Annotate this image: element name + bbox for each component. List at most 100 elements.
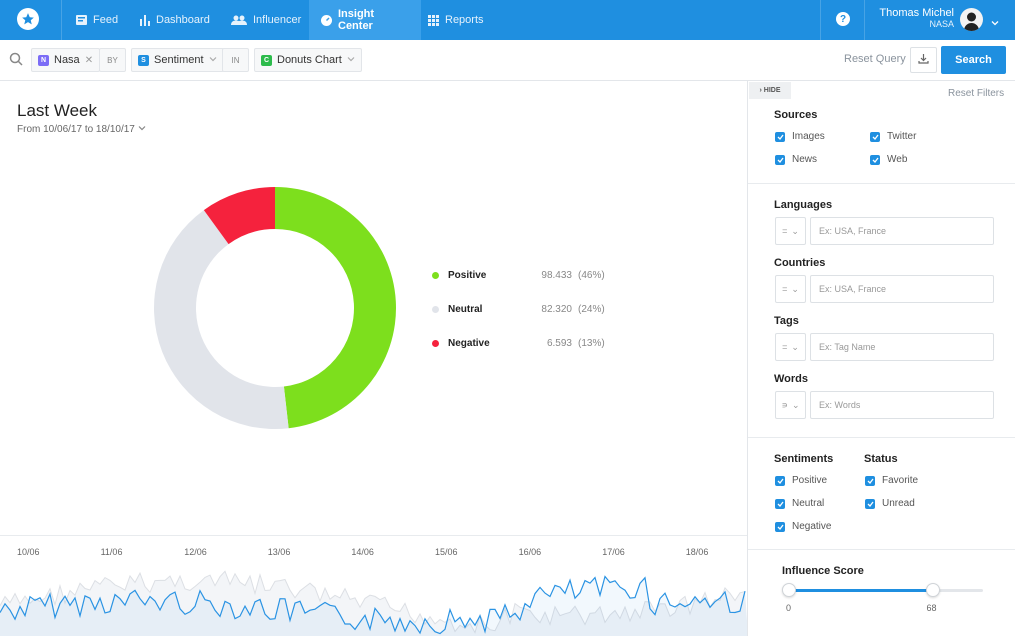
help-icon[interactable]: ? xyxy=(836,12,850,26)
by-connector: BY xyxy=(99,48,126,72)
nav-item-insight-center[interactable]: Insight Center xyxy=(309,0,421,40)
reset-filters-link[interactable]: Reset Filters xyxy=(948,88,1005,99)
checkbox-news[interactable]: News xyxy=(775,154,817,165)
bar-chart-icon xyxy=(140,14,150,26)
chevron-down-icon[interactable] xyxy=(991,14,999,32)
gauge-icon xyxy=(321,14,332,26)
nav-item-reports[interactable]: Reports xyxy=(416,0,496,40)
tags-operator-select[interactable]: = ⌄ xyxy=(775,333,806,361)
checkbox-label: Negative xyxy=(792,521,832,532)
checkbox-label: Unread xyxy=(882,498,915,509)
languages-title: Languages xyxy=(774,199,833,211)
page-title: Last Week xyxy=(17,101,98,120)
dimension-badge: S xyxy=(138,54,149,66)
legend-percent: (24%) xyxy=(578,304,605,315)
operator-value: ∍ xyxy=(781,399,788,410)
timeline-tick-label: 10/06 xyxy=(17,547,40,557)
nav-item-label: Dashboard xyxy=(156,14,210,26)
sentiments-title: Sentiments xyxy=(774,453,834,465)
languages-input[interactable]: Ex: USA, France xyxy=(810,217,994,245)
legend-dot xyxy=(432,306,439,313)
words-title: Words xyxy=(774,373,809,385)
user-name[interactable]: Thomas Michel xyxy=(879,7,954,19)
tags-input[interactable]: Ex: Tag Name xyxy=(810,333,994,361)
countries-title: Countries xyxy=(774,257,826,269)
checkbox-neutral[interactable]: Neutral xyxy=(775,498,824,509)
nav-divider xyxy=(864,0,865,40)
countries-input[interactable]: Ex: USA, France xyxy=(810,275,994,303)
checkbox-images[interactable]: Images xyxy=(775,131,825,142)
checkbox-label: News xyxy=(792,154,818,165)
influence-max-value: 68 xyxy=(926,603,937,613)
check-icon xyxy=(775,131,785,142)
subject-badge: N xyxy=(38,54,49,66)
checkbox-web[interactable]: Web xyxy=(870,154,907,165)
timeline-sparkline xyxy=(0,570,748,636)
checkbox-twitter[interactable]: Twitter xyxy=(870,131,916,142)
query-view-chip[interactable]: C Donuts Chart xyxy=(254,48,362,72)
checkbox-label: Web xyxy=(887,154,908,165)
feed-icon xyxy=(76,15,87,25)
operator-value: = xyxy=(782,284,788,294)
nav-item-feed[interactable]: Feed xyxy=(64,0,130,40)
people-icon xyxy=(231,15,247,25)
date-range-selector[interactable]: From 10/06/17 to 18/10/17 xyxy=(17,124,146,135)
search-button[interactable]: Search xyxy=(941,46,1006,74)
checkbox-label: Twitter xyxy=(887,131,917,142)
hide-panel-button[interactable]: › HIDE xyxy=(749,82,791,99)
operator-value: = xyxy=(782,342,788,352)
words-operator-select[interactable]: ∍ ⌄ xyxy=(775,391,806,419)
tags-title: Tags xyxy=(774,315,799,327)
query-dimension-chip[interactable]: S Sentiment xyxy=(131,48,224,72)
legend-item-negative[interactable]: Negative 6.593 (13%) xyxy=(432,338,605,349)
check-icon xyxy=(865,498,875,509)
chevron-down-icon xyxy=(138,124,146,135)
donut-slice-negative[interactable] xyxy=(203,187,275,245)
query-bar: N Nasa ✕ BY S Sentiment IN C Donuts Char… xyxy=(0,40,1015,81)
nav-item-label: Influencer xyxy=(253,14,302,26)
filter-panel xyxy=(747,81,1015,636)
download-icon xyxy=(918,51,929,69)
query-subject-chip[interactable]: N Nasa ✕ xyxy=(31,48,101,72)
influence-min-value: 0 xyxy=(786,603,792,613)
avatar[interactable] xyxy=(960,8,983,31)
checkbox-positive[interactable]: Positive xyxy=(775,475,827,486)
influence-slider-min-handle[interactable] xyxy=(782,583,796,597)
checkbox-unread[interactable]: Unread xyxy=(865,498,915,509)
search-icon[interactable] xyxy=(9,52,23,71)
languages-operator-select[interactable]: = ⌄ xyxy=(775,217,806,245)
chevron-down-icon: ⌄ xyxy=(791,225,799,236)
check-icon xyxy=(865,475,875,486)
check-icon xyxy=(775,475,785,486)
chevron-down-icon: ⌄ xyxy=(791,341,799,352)
words-input[interactable]: Ex: Words xyxy=(810,391,994,419)
close-icon[interactable]: ✕ xyxy=(84,54,94,66)
star-logo-icon[interactable] xyxy=(17,8,39,30)
timeline-tick-label: 16/06 xyxy=(518,547,542,557)
timeline-area-primary xyxy=(0,576,748,636)
nav-item-influencer[interactable]: Influencer xyxy=(219,0,313,40)
timeline-chart[interactable]: 10/06 11/06 12/06 13/06 14/06 15/06 16/06 17/06… xyxy=(0,535,748,636)
legend-label: Neutral xyxy=(448,304,483,315)
checkbox-favorite[interactable]: Favorite xyxy=(865,475,918,486)
nav-item-label: Feed xyxy=(93,14,119,26)
legend-value: 98.433 xyxy=(541,270,572,281)
checkbox-negative[interactable]: Negative xyxy=(775,521,831,532)
donut-slice-positive[interactable] xyxy=(275,187,396,429)
check-icon xyxy=(870,131,880,142)
influence-slider-max-handle[interactable] xyxy=(925,583,940,597)
countries-operator-select[interactable]: = ⌄ xyxy=(775,275,806,303)
legend-item-neutral[interactable]: Neutral 82.320 (24%) xyxy=(432,304,605,315)
influence-score-title: Influence Score xyxy=(782,565,864,577)
legend-value: 6.593 xyxy=(546,338,572,349)
legend-item-positive[interactable]: Positive 98.433 (46%) xyxy=(432,270,605,281)
donut-slice-neutral[interactable] xyxy=(154,210,289,429)
view-badge: C xyxy=(261,54,272,66)
timeline-tick-label: 11/06 xyxy=(100,547,123,557)
dimension-label: Sentiment xyxy=(154,54,204,66)
top-navigation-bar: Feed Dashboard Influencer Insight Center… xyxy=(0,0,1015,40)
reset-query-link[interactable]: Reset Query xyxy=(844,53,906,65)
download-button[interactable] xyxy=(910,47,937,73)
sentiment-donut-chart xyxy=(154,187,396,429)
nav-item-dashboard[interactable]: Dashboard xyxy=(128,0,222,40)
